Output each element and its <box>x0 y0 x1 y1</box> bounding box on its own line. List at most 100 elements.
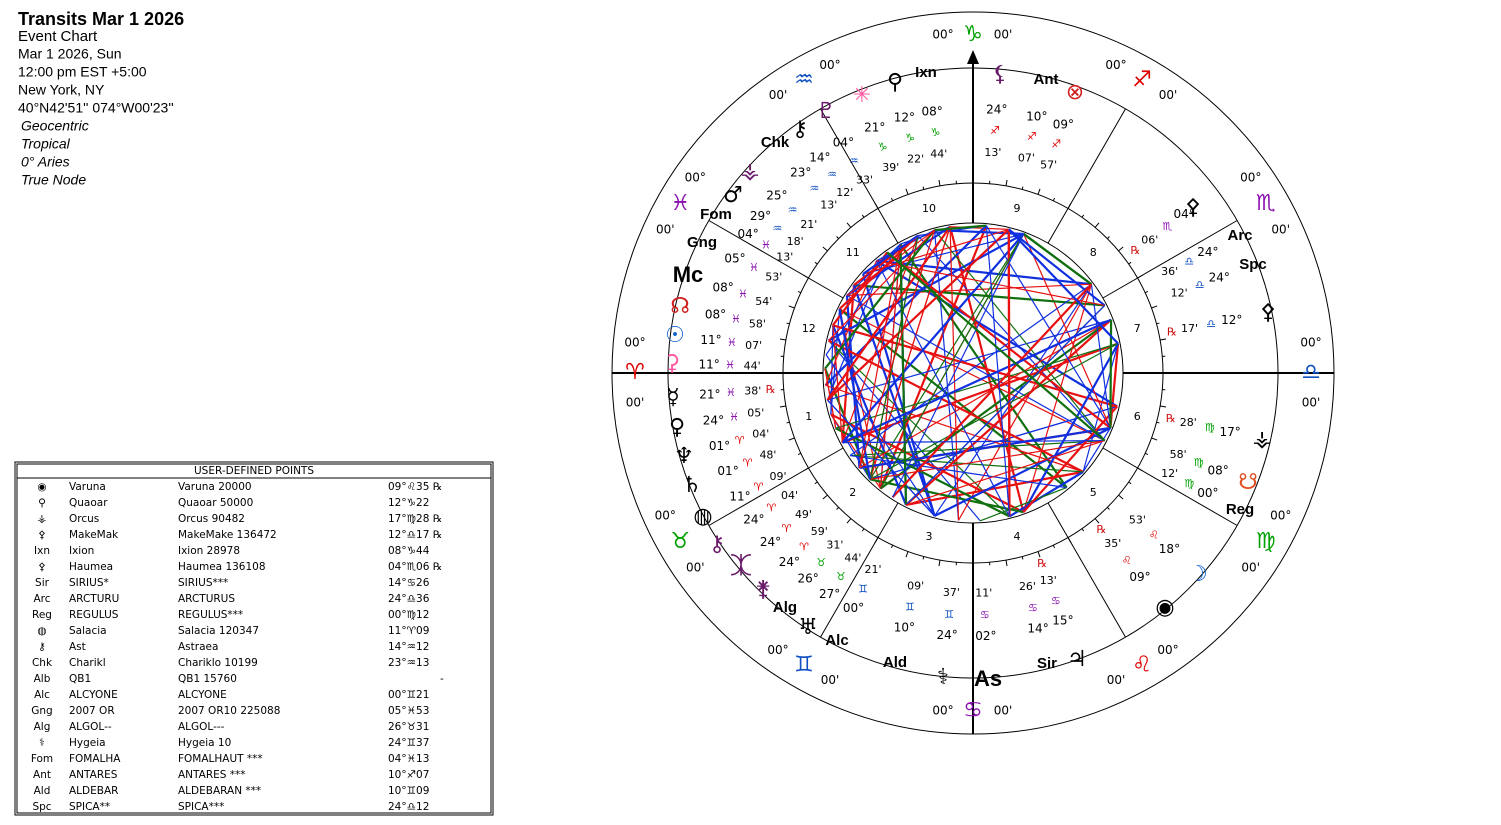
planet-minute: 44' <box>930 148 947 161</box>
degree-tick <box>803 467 809 472</box>
planet-glyph: ⚶ <box>741 159 760 184</box>
point-abbrev: SIRIUS* <box>69 577 109 589</box>
point-abbrev: SPICA** <box>69 801 110 813</box>
house-number: 8 <box>1090 246 1097 259</box>
point-position: 23°♒13 <box>388 657 429 669</box>
planet-glyph: ⚵ <box>755 577 771 602</box>
aspect-line <box>828 339 1084 473</box>
sign-minute: 00' <box>1271 222 1290 236</box>
degree-tick <box>846 518 852 524</box>
planet-glyph: ⚕ <box>937 665 949 690</box>
sign-minute: 00' <box>1302 396 1321 410</box>
planet-sign: ♈ <box>782 522 792 535</box>
degree-tick <box>905 551 909 558</box>
aspect-line <box>853 284 936 517</box>
aspect-line <box>830 413 1024 514</box>
aspect-line <box>1022 405 1118 513</box>
point-abbrev: Ast <box>69 641 86 653</box>
degree-tick <box>797 290 802 294</box>
planet-degree: 27° <box>819 587 840 601</box>
point-glyph: ◉ <box>37 481 46 493</box>
planet-glyph: As <box>974 666 1002 691</box>
degree-tick <box>861 214 865 218</box>
point-glyph: Alb <box>34 673 51 685</box>
planet-minute: 58' <box>749 317 766 330</box>
header-setting: True Node <box>21 172 86 188</box>
planet-minute: 54' <box>755 295 772 308</box>
point-name: Quaoar 50000 <box>178 497 253 509</box>
degree-tick <box>822 246 828 252</box>
point-position: 05°♓53 <box>388 705 429 717</box>
planet-degree: 24° <box>760 535 781 549</box>
aspect-line <box>862 228 1009 275</box>
point-glyph: Alg <box>34 721 51 733</box>
aspect-line <box>899 244 908 506</box>
sign-glyph: ♊ <box>794 653 814 678</box>
planet-glyph: ⊗ <box>1066 80 1084 105</box>
point-name: FOMALHAUT *** <box>178 753 263 765</box>
aspect-line <box>825 354 936 517</box>
planet-sign: ♌ <box>1122 554 1132 567</box>
sign-degree: 00° <box>1157 643 1178 657</box>
point-name: Varuna 20000 <box>178 481 252 493</box>
planet-degree: 24° <box>1209 270 1230 284</box>
point-position: 12°♑22 <box>388 497 429 509</box>
planet-minute: 06' <box>1141 233 1158 246</box>
sign-degree: 00° <box>1240 171 1261 185</box>
planet-minute: 09' <box>907 579 924 592</box>
planet-retrograde: ℞ <box>1166 412 1176 425</box>
planet-degree: 24° <box>986 103 1007 117</box>
point-glyph: ⚕ <box>39 737 45 749</box>
planet-sign: ♓ <box>726 386 736 399</box>
degree-tick <box>814 261 818 265</box>
header-setting: Tropical <box>21 136 71 152</box>
aspect-line <box>853 284 1105 307</box>
degree-tick <box>1151 437 1158 441</box>
degree-tick <box>1005 560 1008 567</box>
aspect-line <box>934 224 987 232</box>
point-name: Salacia 120347 <box>178 625 259 637</box>
point-abbrev: ALCYONE <box>69 689 118 701</box>
planet-glyph: Chk <box>761 134 790 151</box>
planet-minute: 57' <box>1040 158 1057 171</box>
planet-glyph: ⚲ <box>887 70 903 95</box>
point-abbrev: Varuna <box>69 481 106 493</box>
aspect-line <box>980 487 1067 522</box>
point-position: 14°♋26 <box>388 577 430 589</box>
point-name: QB1 15760 <box>178 673 237 685</box>
point-position: 26°♉31 <box>388 721 429 733</box>
point-name: ALGOL--- <box>178 721 225 733</box>
sign-minute: 00' <box>994 28 1013 42</box>
degree-tick <box>1037 188 1041 195</box>
point-abbrev: REGULUS <box>69 609 119 621</box>
planet-sign: ♓ <box>729 410 739 423</box>
aspect-line <box>1082 427 1111 473</box>
aspect-line <box>858 243 901 469</box>
planet-sign: ♈ <box>766 502 776 515</box>
planet-glyph: ☿ <box>666 385 680 410</box>
planet-sign: ♈ <box>743 457 753 470</box>
aspect-line <box>846 294 1105 442</box>
point-abbrev: ALGOL-- <box>69 721 112 733</box>
point-abbrev: Charikl <box>69 657 106 669</box>
planet-minute: 22' <box>907 153 924 166</box>
degree-tick <box>786 322 790 325</box>
planet-degree: 23° <box>790 165 811 179</box>
planet-minute: 04' <box>752 428 769 441</box>
point-name: SIRIUS*** <box>178 577 228 589</box>
planet-minute: 33' <box>856 173 873 186</box>
planet-glyph: ✳ <box>853 83 871 108</box>
planet-minute: 37' <box>943 586 960 599</box>
planet-glyph: Mc <box>673 262 704 287</box>
degree-tick <box>1128 481 1132 485</box>
point-glyph: Chk <box>32 657 53 669</box>
point-position: 09°♌35 ℞ <box>388 481 442 493</box>
planet-sign: ♋ <box>980 609 990 622</box>
planet-degree: 04° <box>833 135 854 149</box>
degree-tick <box>779 405 786 408</box>
degree-tick <box>922 186 925 190</box>
planet-glyph: ⚸ <box>992 62 1008 87</box>
planet-minute: 12' <box>1161 467 1178 480</box>
aspect-line <box>1023 233 1093 286</box>
planet-glyph: ♅ <box>798 615 818 640</box>
